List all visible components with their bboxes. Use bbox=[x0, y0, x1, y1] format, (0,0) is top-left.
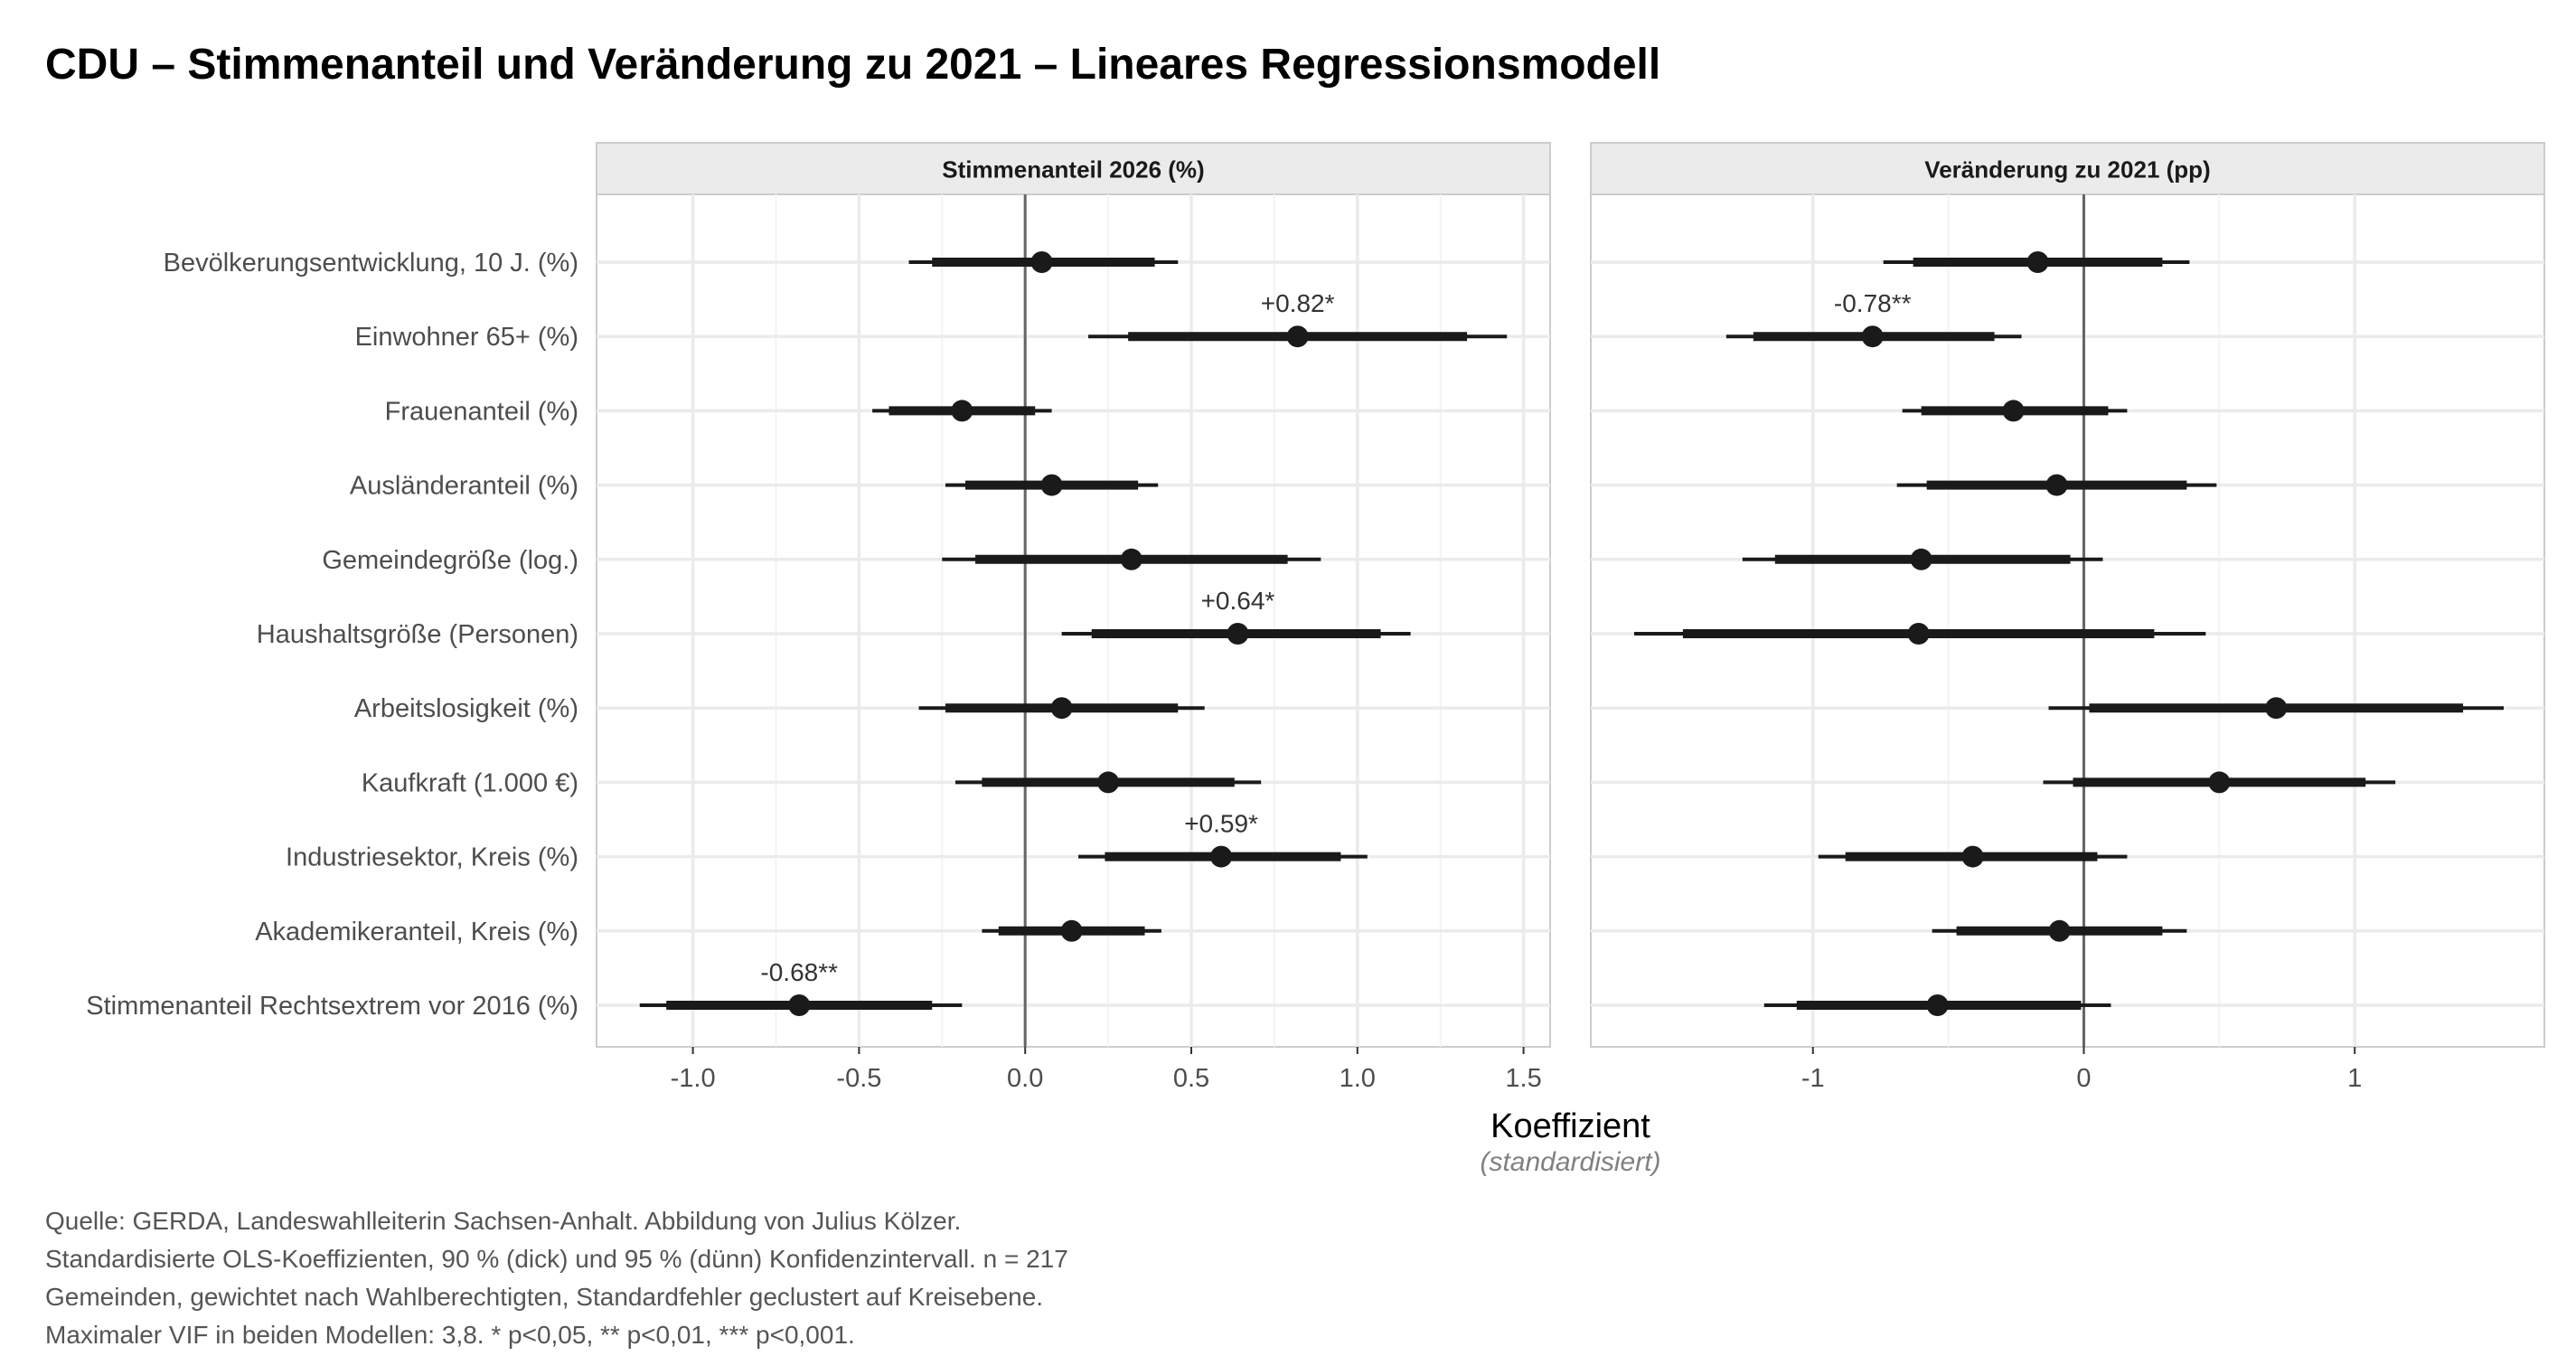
y-tick-label: Industriesektor, Kreis (%) bbox=[286, 843, 578, 872]
panel-title: Stimmenanteil 2026 (%) bbox=[942, 156, 1204, 184]
significance-label: +0.82* bbox=[1261, 289, 1335, 317]
y-tick-label: Gemeindegröße (log.) bbox=[322, 546, 578, 575]
x-tick-label: 0.0 bbox=[1007, 1064, 1043, 1093]
y-tick-label: Ausländeranteil (%) bbox=[350, 472, 578, 501]
panel-title: Veränderung zu 2021 (pp) bbox=[1924, 156, 2210, 184]
x-tick-label: 0 bbox=[2076, 1064, 2091, 1093]
estimate-point bbox=[1286, 325, 1309, 348]
y-tick-label: Bevölkerungsentwicklung, 10 J. (%) bbox=[164, 249, 578, 278]
panel-strip bbox=[596, 142, 1551, 195]
x-tick-label: -0.5 bbox=[836, 1064, 881, 1093]
x-tick-label: 1 bbox=[2347, 1064, 2362, 1093]
significance-label: +0.64* bbox=[1201, 587, 1275, 615]
x-tick-label: 1.5 bbox=[1505, 1064, 1541, 1093]
estimate-point bbox=[1227, 623, 1249, 645]
estimate-point bbox=[2002, 400, 2025, 422]
y-tick-label: Haushaltsgröße (Personen) bbox=[257, 620, 578, 649]
estimate-point bbox=[1120, 548, 1142, 570]
estimate-point bbox=[1926, 994, 1949, 1016]
significance-label: -0.68** bbox=[760, 958, 838, 986]
panel-strip bbox=[1590, 142, 2545, 195]
y-tick-label: Frauenanteil (%) bbox=[385, 397, 578, 426]
y-tick-label: Einwohner 65+ (%) bbox=[355, 323, 578, 352]
significance-label: -0.78** bbox=[1834, 289, 1912, 317]
x-axis-subtitle: (standardisiert) bbox=[1480, 1147, 1660, 1177]
x-axis-title: Koeffizient bbox=[1490, 1107, 1650, 1145]
estimate-point bbox=[2265, 697, 2288, 720]
estimate-point bbox=[2048, 919, 2071, 942]
estimate-point bbox=[1861, 325, 1884, 348]
estimate-point bbox=[1060, 919, 1083, 942]
estimate-point bbox=[951, 400, 973, 422]
y-tick-label: Kaufkraft (1.000 €) bbox=[362, 768, 578, 797]
panel-background bbox=[1590, 193, 2545, 1048]
x-tick-label: 0.5 bbox=[1173, 1064, 1209, 1093]
significance-label: +0.59* bbox=[1184, 810, 1258, 838]
x-tick-label: -1 bbox=[1801, 1064, 1825, 1093]
estimate-point bbox=[1907, 623, 1930, 645]
estimate-point bbox=[1961, 845, 1984, 868]
chart-caption: Quelle: GERDA, Landeswahlleiterin Sachse… bbox=[45, 1207, 1068, 1349]
chart-title: CDU – Stimmenanteil und Veränderung zu 2… bbox=[45, 41, 1661, 89]
estimate-point bbox=[1030, 251, 1053, 273]
y-tick-label: Akademikeranteil, Kreis (%) bbox=[255, 918, 578, 946]
estimate-point bbox=[2026, 251, 2049, 273]
estimate-point bbox=[1097, 771, 1120, 794]
y-tick-label: Arbeitslosigkeit (%) bbox=[354, 694, 578, 723]
estimate-point bbox=[1210, 845, 1233, 868]
estimate-point bbox=[788, 994, 811, 1016]
estimate-point bbox=[2045, 474, 2068, 496]
y-tick-label: Stimmenanteil Rechtsextrem vor 2016 (%) bbox=[86, 992, 578, 1021]
estimate-point bbox=[1040, 474, 1063, 496]
estimate-point bbox=[1910, 548, 1932, 570]
estimate-point bbox=[1050, 697, 1073, 720]
x-tick-label: 1.0 bbox=[1340, 1064, 1376, 1093]
x-tick-label: -1.0 bbox=[671, 1064, 716, 1093]
panel-background bbox=[596, 193, 1551, 1048]
estimate-point bbox=[2208, 771, 2231, 794]
